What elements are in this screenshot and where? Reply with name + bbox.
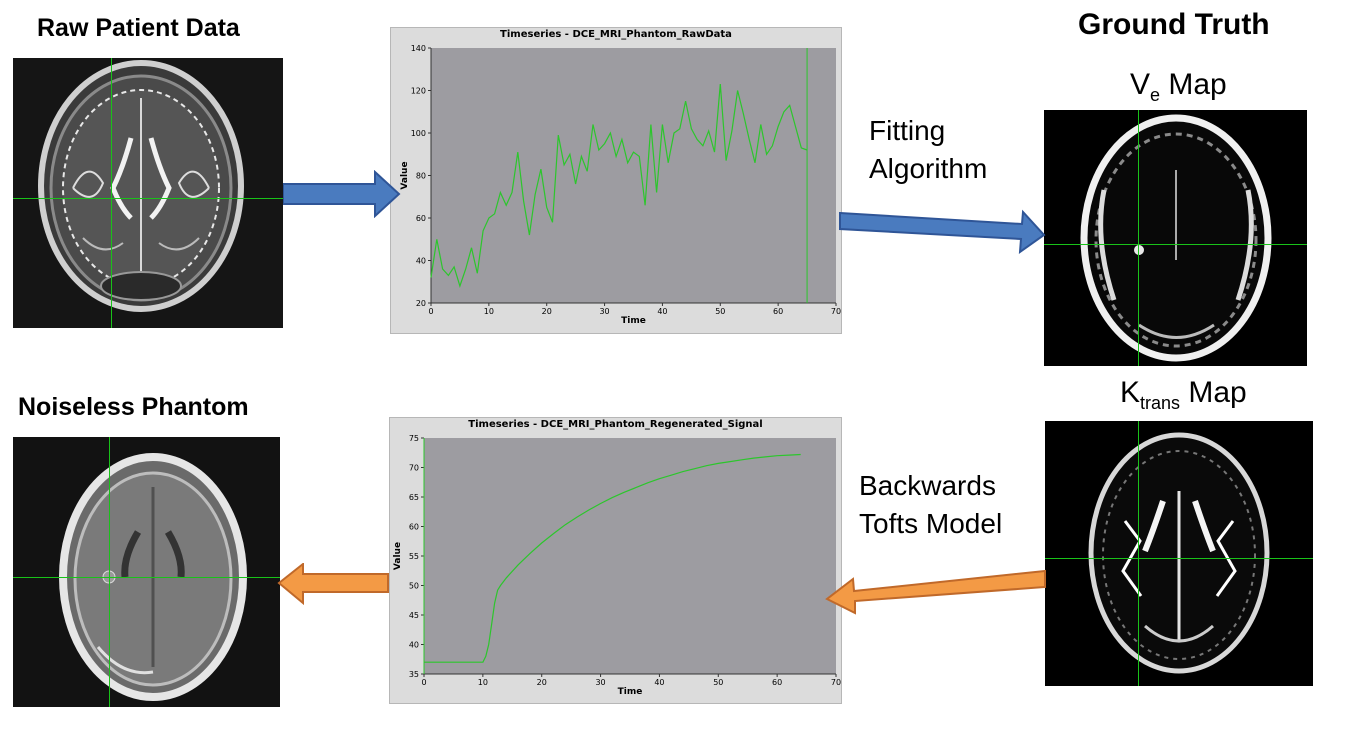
x-axis-label: Time — [621, 316, 646, 326]
x-tick-label: 30 — [599, 307, 609, 316]
crosshair-horizontal — [13, 577, 280, 578]
chart-title: Timeseries - DCE_MRI_Phantom_Regenerated… — [468, 419, 763, 430]
x-axis-label: Time — [618, 687, 643, 697]
ve-map-title: Ve Map — [1130, 68, 1227, 106]
y-axis-label: Value — [393, 542, 403, 570]
ve-map-rest: Map — [1160, 68, 1227, 101]
y-tick-label: 140 — [411, 44, 426, 53]
crosshair-horizontal — [1044, 244, 1307, 245]
blue-arrow-shape — [283, 170, 401, 218]
series-line — [430, 84, 808, 288]
x-tick-label: 70 — [831, 307, 841, 316]
ktrans-map-title: Ktrans Map — [1120, 376, 1247, 414]
arrow-ktrans-to-chart — [825, 569, 1046, 615]
y-tick-label: 40 — [409, 641, 419, 650]
plot-area — [424, 438, 836, 674]
x-tick-label: 30 — [595, 678, 605, 687]
x-tick-label: 20 — [537, 678, 547, 687]
x-tick-label: 0 — [428, 307, 433, 316]
crosshair-vertical — [109, 437, 110, 707]
ktrans-map-base: K — [1120, 376, 1141, 409]
ktrans-map-rest: Map — [1180, 376, 1247, 409]
raw-patient-data-heading: Raw Patient Data — [37, 14, 240, 42]
x-tick-label: 40 — [654, 678, 664, 687]
ve-map-image — [1044, 110, 1307, 366]
noiseless-phantom-heading: Noiseless Phantom — [18, 393, 249, 421]
series-line — [424, 453, 801, 663]
arrow-raw-to-chart — [283, 170, 401, 218]
fitting-algorithm-label: Fitting Algorithm — [869, 112, 987, 188]
x-tick-label: 50 — [713, 678, 723, 687]
y-tick-label: 50 — [409, 582, 419, 591]
ground-truth-heading: Ground Truth — [1078, 8, 1270, 41]
x-tick-label: 50 — [715, 307, 725, 316]
x-tick-label: 10 — [478, 678, 488, 687]
x-tick-label: 10 — [484, 307, 494, 316]
x-tick-label: 40 — [657, 307, 667, 316]
y-tick-label: 45 — [409, 611, 419, 620]
y-tick-label: 80 — [416, 172, 426, 181]
crosshair-vertical — [1138, 421, 1139, 686]
noiseless-phantom-brain-image — [13, 437, 280, 707]
fitting-line1: Fitting — [869, 115, 946, 146]
arrow-chart-to-ve-map — [839, 209, 1046, 255]
x-tick-label: 60 — [772, 678, 782, 687]
x-tick-label: 20 — [542, 307, 552, 316]
backwards-line2: Tofts Model — [859, 508, 1003, 539]
fitting-line2: Algorithm — [869, 153, 988, 184]
y-tick-label: 70 — [409, 464, 419, 473]
y-tick-label: 35 — [409, 670, 419, 679]
x-tick-label: 60 — [773, 307, 783, 316]
y-tick-label: 55 — [409, 552, 419, 561]
plot-area — [431, 48, 836, 303]
rawdata-plot-svg: 0 10 20 30 40 50 60 70 20 40 60 80 100 120 140 Time Valu… — [400, 44, 841, 326]
chart-title: Timeseries - DCE_MRI_Phantom_RawData — [500, 29, 732, 40]
orange-arrow-shape — [825, 569, 1046, 615]
ktrans-map-sub: trans — [1140, 393, 1181, 413]
rawdata-timeseries-chart: Timeseries - DCE_MRI_Phantom_RawData 0 10… — [390, 27, 842, 334]
y-tick-label: 120 — [411, 87, 426, 96]
crosshair-vertical — [111, 58, 112, 328]
ktrans-map-image — [1045, 421, 1313, 686]
blue-arrow-shape — [839, 209, 1046, 255]
y-tick-label: 40 — [416, 257, 426, 266]
regenerated-signal-timeseries-chart: Timeseries - DCE_MRI_Phantom_Regenerated… — [389, 417, 842, 704]
raw-patient-brain-image — [13, 58, 283, 328]
y-tick-label: 65 — [409, 493, 419, 502]
y-tick-label: 100 — [411, 129, 426, 138]
y-axis-label: Value — [400, 161, 410, 189]
x-tick-label: 70 — [831, 678, 841, 687]
crosshair-horizontal — [1045, 558, 1313, 559]
ve-map-sub: e — [1150, 85, 1161, 105]
y-tick-label: 20 — [416, 299, 426, 308]
ve-map-base: V — [1130, 68, 1151, 101]
orange-arrow-shape — [277, 563, 389, 605]
arrow-chart-to-phantom — [277, 563, 389, 605]
crosshair-horizontal — [13, 198, 283, 199]
regenerated-plot-svg: 0 10 20 30 40 50 60 70 35 40 45 50 55 60 65 70 75 Time Val… — [393, 434, 841, 697]
y-tick-label: 60 — [416, 214, 426, 223]
x-tick-label: 0 — [421, 678, 426, 687]
y-tick-label: 60 — [409, 523, 419, 532]
y-tick-label: 75 — [409, 434, 419, 443]
backwards-line1: Backwards — [859, 470, 996, 501]
crosshair-vertical — [1138, 110, 1139, 366]
backwards-tofts-label: Backwards Tofts Model — [859, 467, 1002, 543]
